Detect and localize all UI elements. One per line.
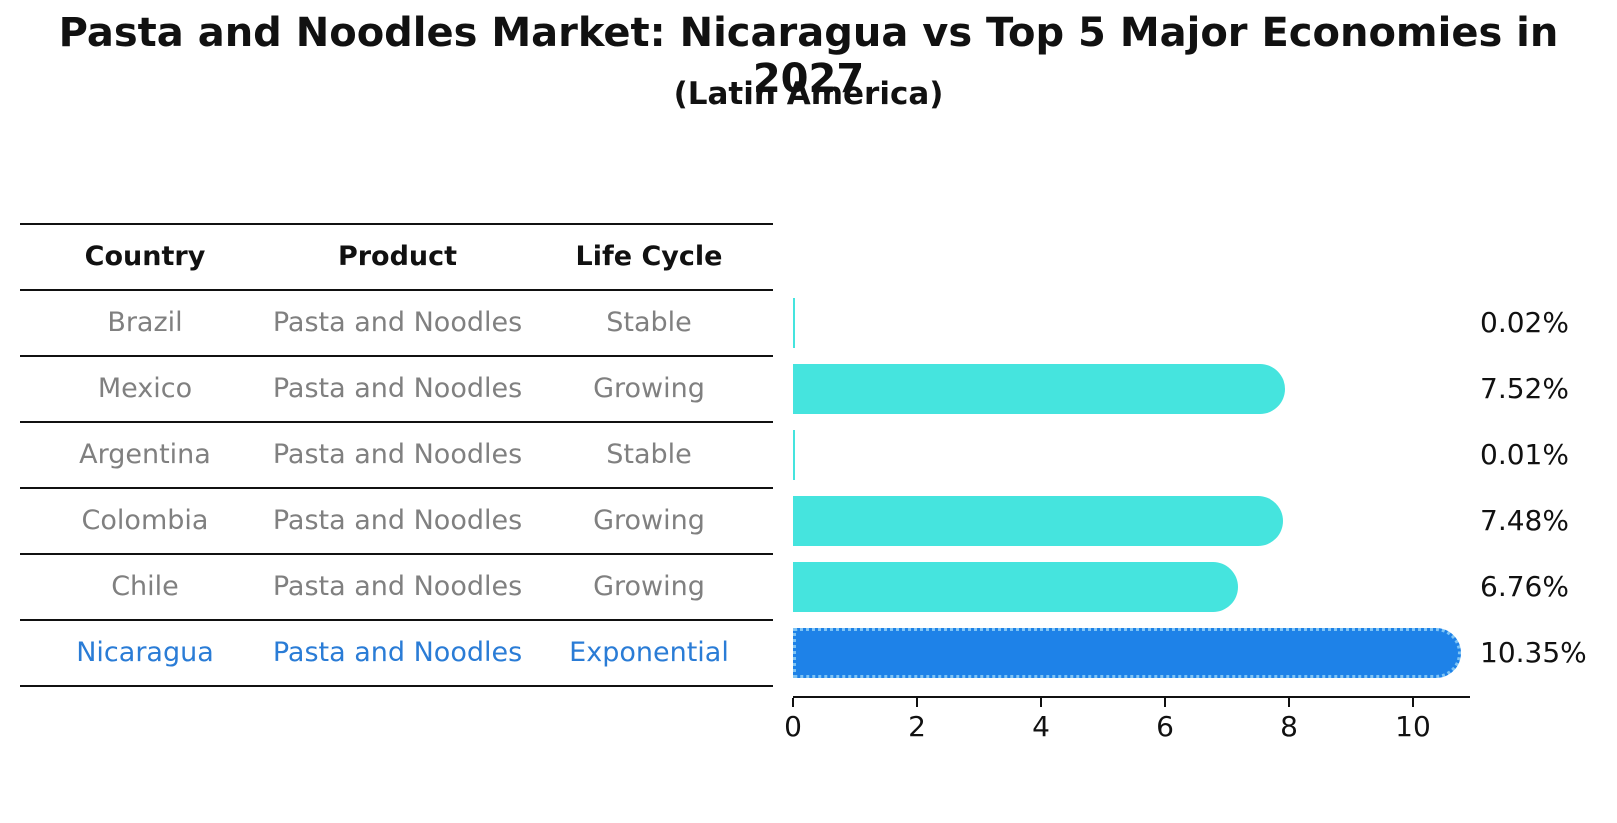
country-cell: Colombia (81, 505, 209, 536)
x-axis-tick-mark (1164, 698, 1166, 707)
chart-title: Pasta and Noodles Market: Nicaragua vs T… (58, 10, 1559, 102)
bar-chile (793, 562, 1239, 612)
country-cell: Mexico (97, 373, 193, 404)
x-axis-tick-mark (1288, 698, 1290, 707)
life-cycle-cell: Growing (593, 505, 705, 536)
value-label-colombia: 7.48% (1480, 504, 1569, 537)
table-row: Chile Pasta and Noodles Growing (20, 553, 773, 619)
x-axis-tick-label: 6 (1156, 710, 1174, 743)
life-cycle-cell: Stable (606, 439, 692, 470)
x-axis-tick-label: 0 (784, 710, 802, 743)
product-cell: Pasta and Noodles (272, 505, 523, 536)
x-axis-tick-label: 10 (1395, 710, 1431, 743)
x-axis-tick-label: 4 (1032, 710, 1050, 743)
x-axis-tick-mark (1040, 698, 1042, 707)
value-label-argentina: 0.01% (1480, 438, 1569, 471)
bar-brazil (793, 298, 795, 348)
bar-colombia (793, 496, 1283, 546)
x-axis-tick-mark (916, 698, 918, 707)
country-cell: Brazil (107, 307, 183, 338)
x-axis-tick-mark (1412, 698, 1414, 707)
country-cell: Argentina (79, 439, 211, 470)
product-cell: Pasta and Noodles (272, 307, 523, 338)
bar-mexico (793, 364, 1286, 414)
column-header-product: Product (337, 241, 458, 272)
table-row: Argentina Pasta and Noodles Stable (20, 421, 773, 487)
country-cell: Chile (111, 571, 179, 602)
table-row: Mexico Pasta and Noodles Growing (20, 355, 773, 421)
x-axis-tick-label: 2 (908, 710, 926, 743)
product-cell: Pasta and Noodles (272, 571, 523, 602)
life-cycle-cell: Stable (606, 307, 692, 338)
life-cycle-cell: Growing (593, 571, 705, 602)
bar-nicaragua (793, 628, 1461, 678)
bar-argentina (793, 430, 795, 480)
table-row: Colombia Pasta and Noodles Growing (20, 487, 773, 553)
table-body: Brazil Pasta and Noodles Stable Mexico Pasta… (20, 289, 773, 685)
value-label-mexico: 7.52% (1480, 372, 1569, 405)
table-header-row: Country Product Life Cycle (20, 223, 773, 289)
x-axis-line (793, 696, 1470, 698)
value-label-chile: 6.76% (1480, 570, 1569, 603)
life-cycle-cell: Exponential (569, 637, 729, 668)
x-axis-tick-mark (792, 698, 794, 707)
country-cell: Nicaragua (76, 637, 214, 668)
chart-subtitle: (Latin America) (673, 76, 944, 112)
table-row: Brazil Pasta and Noodles Stable (20, 289, 773, 355)
life-cycle-cell: Growing (593, 373, 705, 404)
value-label-nicaragua: 10.35% (1480, 636, 1587, 669)
column-header-life-cycle: Life Cycle (575, 241, 723, 272)
table-row: Nicaragua Pasta and Noodles Exponential (20, 619, 773, 685)
product-cell: Pasta and Noodles (272, 373, 523, 404)
value-label-brazil: 0.02% (1480, 306, 1569, 339)
country-table: Country Product Life Cycle Brazil Pasta a… (20, 223, 773, 687)
product-cell: Pasta and Noodles (272, 439, 523, 470)
x-axis-tick-label: 8 (1280, 710, 1298, 743)
column-header-country: Country (84, 241, 206, 272)
product-cell: Pasta and Noodles (272, 637, 523, 668)
